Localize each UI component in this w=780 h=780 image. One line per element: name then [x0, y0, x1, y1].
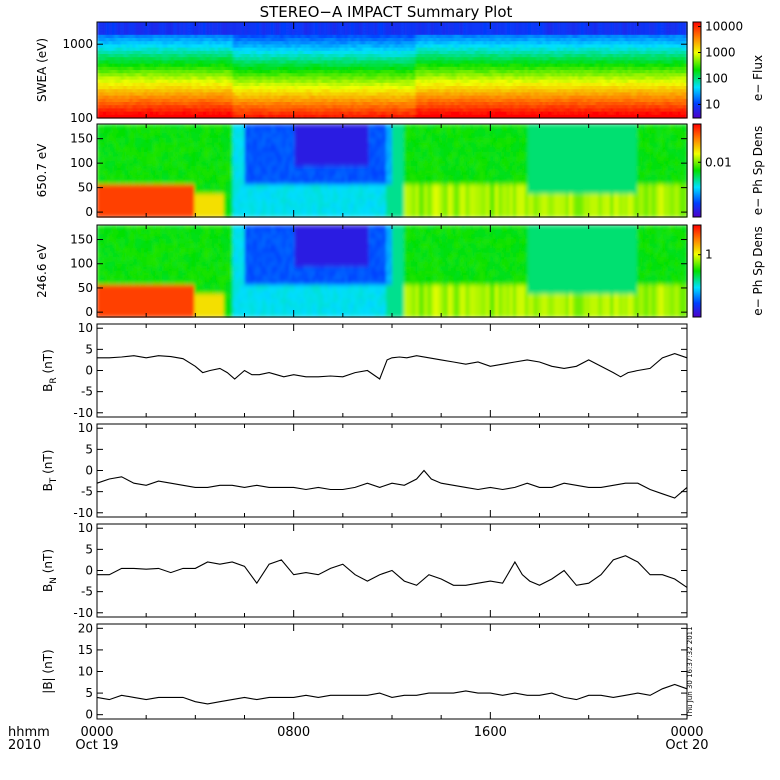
- trace-bt: [96, 469, 688, 499]
- colorbar-tick-label: 100: [705, 71, 728, 85]
- ytick-label-pad650: 50: [78, 181, 93, 195]
- ytick-label-bt: 0: [85, 464, 93, 478]
- line-panel-bn: -10 -5 0 5 10 BN (nT): [41, 521, 688, 620]
- ylabel-br: BR (nT): [41, 349, 59, 392]
- panel-frame-br: [96, 323, 688, 418]
- ytick-label-br: 5: [85, 342, 93, 356]
- ylabel-bt: BT (nT): [41, 450, 59, 492]
- colorbar-swea: 10 100 1000 10000 e− Flux: [692, 20, 765, 119]
- xtick-date: Oct 19: [75, 738, 118, 753]
- ylabel-bmag: |B| (nT): [41, 649, 55, 693]
- heatmap-swea: 100 1000 SWEA (eV): [35, 21, 688, 125]
- ytick-label-bn: 0: [85, 564, 93, 578]
- panel-frame-bmag: [96, 623, 688, 720]
- ytick-label-br: -10: [73, 406, 93, 420]
- ytick-label-bt: 5: [85, 442, 93, 456]
- heatmap-pad650: 0 50 100 150 650.7 eV: [35, 123, 688, 219]
- ytick-label-pad246: 150: [70, 233, 93, 247]
- ytick-label-swea: 1000: [62, 37, 93, 51]
- ytick-label-bt: 10: [78, 421, 93, 435]
- xtick-label: 0000: [80, 725, 113, 740]
- ytick-label-bt: -5: [81, 485, 93, 499]
- timestamp: Thu Jun 30 16:37:32 2011: [686, 626, 694, 718]
- ytick-label-bmag: 15: [78, 643, 93, 657]
- ytick-label-bn: 5: [85, 542, 93, 556]
- trace-br: [97, 353, 688, 380]
- line-panel-bt: -10 -5 0 5 10 BT (nT): [41, 421, 688, 520]
- ytick-label-bmag: 5: [85, 686, 93, 700]
- ytick-label-br: 0: [85, 364, 93, 378]
- heatmap-pad246: 0 50 100 150 246.6 eV: [35, 224, 688, 319]
- ytick-label-bn: -5: [81, 585, 93, 599]
- colorbar-tick-label: 10: [705, 97, 720, 111]
- xtick-label: 0000: [670, 725, 703, 740]
- xaxis-row1-label: hhmm: [8, 725, 50, 740]
- colorbar-tick-label: 1000: [705, 46, 736, 60]
- ytick-label-pad650: 150: [70, 132, 93, 146]
- xaxis-row2-label: 2010: [8, 738, 41, 753]
- colorbar-pad650: 0.01 e− Ph Sp Dens: [692, 123, 765, 218]
- xtick-label: 0800: [277, 725, 310, 740]
- colorbar-label-pad650: e− Ph Sp Dens: [751, 126, 765, 215]
- ytick-label-bt: -10: [73, 506, 93, 520]
- ytick-label-bmag: 20: [78, 621, 93, 635]
- ytick-label-bn: 10: [78, 521, 93, 535]
- colorbar-pad246: 1 e− Ph Sp Dens: [692, 224, 765, 318]
- ytick-label-swea: 100: [70, 111, 93, 125]
- line-panel-br: -10 -5 0 5 10 BR (nT): [41, 321, 688, 420]
- ytick-label-bmag: 0: [85, 708, 93, 722]
- ytick-label-pad650: 0: [85, 205, 93, 219]
- ytick-label-pad246: 100: [70, 257, 93, 271]
- ylabel-pad650: 650.7 eV: [35, 143, 49, 198]
- ytick-label-pad650: 100: [70, 156, 93, 170]
- ytick-label-bn: -10: [73, 606, 93, 620]
- colorbar-label-pad246: e− Ph Sp Dens: [751, 226, 765, 315]
- colorbar-tick-label: 10000: [705, 20, 743, 34]
- ytick-label-br: -5: [81, 385, 93, 399]
- line-panel-bmag: 0 5 10 15 20 |B| (nT): [41, 621, 688, 722]
- ytick-label-pad246: 50: [78, 281, 93, 295]
- trace-bmag: [96, 683, 688, 705]
- xtick-date: Oct 20: [665, 738, 708, 753]
- colorbar-tick-label: 1: [705, 248, 713, 262]
- panel-frame-bt: [96, 423, 688, 518]
- colorbar-label-swea: e− Flux: [751, 55, 765, 101]
- ytick-label-bmag: 10: [78, 665, 93, 679]
- ylabel-swea: SWEA (eV): [35, 38, 49, 102]
- ylabel-pad246: 246.6 eV: [35, 243, 49, 298]
- ytick-label-pad246: 0: [85, 305, 93, 319]
- plot-title: STEREO−A IMPACT Summary Plot: [260, 3, 513, 21]
- ylabel-bn: BN (nT): [41, 549, 59, 592]
- trace-bn: [97, 555, 688, 588]
- colorbar-tick-label: 0.01: [705, 155, 732, 169]
- xtick-label: 1600: [474, 725, 507, 740]
- ytick-label-br: 10: [78, 321, 93, 335]
